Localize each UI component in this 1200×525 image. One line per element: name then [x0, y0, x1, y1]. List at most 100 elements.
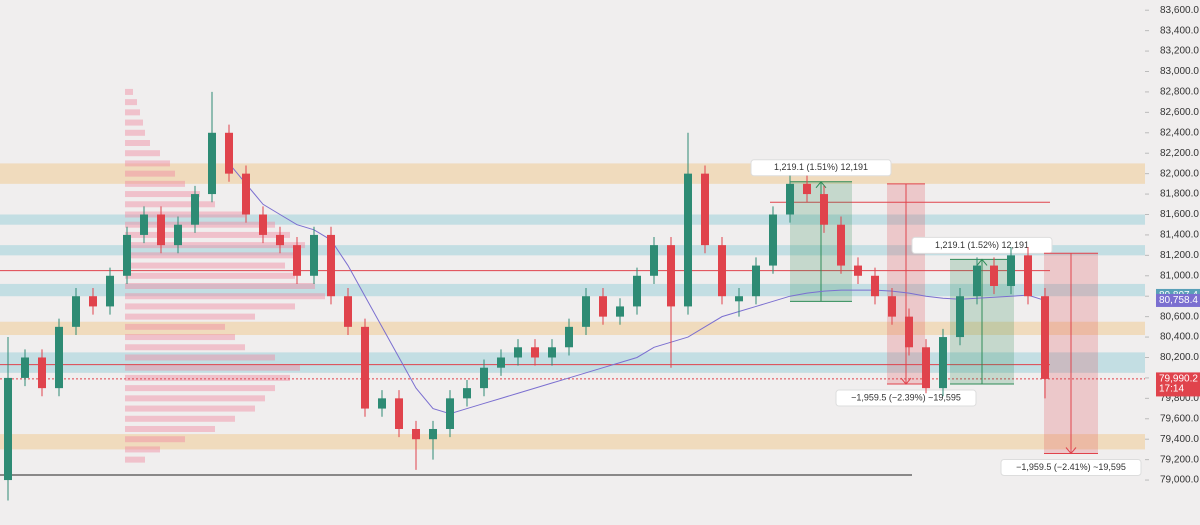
zone — [0, 434, 1145, 450]
measure-label-bg — [835, 389, 977, 407]
candle-body — [514, 347, 522, 358]
candle-body — [344, 296, 352, 327]
candle-body — [803, 183, 811, 195]
y-tick-label: 82,200.0 — [1160, 148, 1199, 159]
candle-body — [1007, 255, 1015, 286]
volume-bar — [125, 293, 325, 300]
y-tick-label: 81,200.0 — [1160, 250, 1199, 261]
volume-bar — [125, 221, 275, 228]
volume-bar — [125, 272, 295, 279]
candle-body — [599, 296, 607, 317]
candle-body — [684, 173, 692, 307]
candle-body — [905, 316, 913, 348]
volume-bar — [125, 191, 200, 198]
volume-bar — [125, 99, 137, 106]
candle-body — [990, 265, 998, 286]
y-tick-label: 79,800.0 — [1160, 393, 1199, 404]
candle-body — [1024, 255, 1032, 297]
volume-bar — [125, 119, 143, 126]
y-tick-label: 79,400.0 — [1160, 434, 1199, 445]
y-tick-label: 80,400.0 — [1160, 332, 1199, 343]
candle-body — [123, 234, 131, 276]
candle-body — [701, 173, 709, 246]
measure-label: −1,959.5 (−2.39%) ~19,595 — [851, 392, 961, 402]
volume-bar — [125, 231, 290, 238]
volume-bar — [125, 282, 315, 289]
volume-bar — [125, 323, 225, 330]
y-tick-label: 81,000.0 — [1160, 270, 1199, 281]
volume-bar — [125, 160, 170, 167]
y-tick-label: 80,200.0 — [1160, 352, 1199, 363]
volume-bar — [125, 313, 255, 320]
candle-body — [208, 132, 216, 195]
candle-body — [922, 347, 930, 389]
candle-body — [667, 245, 675, 307]
volume-bar — [125, 415, 235, 422]
candle-body — [616, 306, 624, 317]
candle-body — [939, 337, 947, 389]
volume-bar — [125, 129, 145, 136]
y-tick-label: 82,600.0 — [1160, 107, 1199, 118]
candle-body — [565, 326, 573, 348]
zone — [0, 214, 1145, 225]
volume-bar — [125, 344, 245, 351]
candle-body — [259, 214, 267, 235]
y-tick-label: 81,400.0 — [1160, 230, 1199, 241]
y-tick-label: 82,400.0 — [1160, 127, 1199, 138]
price-tag-label: 80,758.4 — [1159, 295, 1198, 306]
candle-body — [412, 428, 420, 440]
volume-bar — [125, 262, 285, 269]
y-tick-label: 83,200.0 — [1160, 46, 1199, 57]
candle-body — [293, 245, 301, 276]
measure-label-bg — [911, 236, 1053, 254]
y-tick-label: 79,000.0 — [1160, 475, 1199, 486]
y-tick-label: 80,600.0 — [1160, 311, 1199, 322]
volume-bar — [125, 242, 305, 249]
measure-label: −1,959.5 (−2.41%) ~19,595 — [1016, 462, 1126, 472]
candle-body — [735, 296, 743, 302]
candle-body — [276, 234, 284, 246]
volume-bar — [125, 211, 245, 218]
volume-bar — [125, 150, 160, 157]
price-axis — [1145, 0, 1200, 525]
candle-body — [650, 245, 658, 276]
candle-body — [21, 357, 29, 378]
volume-bar — [125, 303, 295, 310]
candle-body — [242, 173, 250, 215]
candle-body — [38, 357, 46, 389]
volume-bar — [125, 436, 185, 443]
candle-body — [55, 326, 63, 389]
volume-bar — [125, 180, 185, 187]
volume-bar — [125, 364, 300, 371]
candle-body — [72, 296, 80, 327]
volume-bar — [125, 139, 150, 146]
candle-body — [4, 377, 12, 481]
price-tag — [1156, 293, 1200, 307]
volume-bar — [125, 170, 175, 177]
candle-body — [582, 296, 590, 327]
volume-bar — [125, 456, 145, 463]
candle-body — [140, 214, 148, 235]
candle-body — [191, 194, 199, 225]
y-tick-label: 82,800.0 — [1160, 87, 1199, 98]
volume-bar — [125, 354, 275, 361]
volume-bar — [125, 334, 235, 341]
y-tick-label: 82,000.0 — [1160, 168, 1199, 179]
candle-body — [225, 132, 233, 174]
candle-body — [548, 347, 556, 358]
candle-body — [1041, 296, 1049, 379]
price-tag — [1156, 372, 1200, 397]
candle-body — [752, 265, 760, 297]
candle-body — [871, 275, 879, 297]
candle-body — [310, 234, 318, 276]
vwap-line — [228, 163, 1046, 415]
volume-bar — [125, 405, 255, 412]
price-tag-label: 79,990.2 — [1159, 374, 1198, 385]
y-tick-label: 83,600.0 — [1160, 5, 1199, 16]
zone — [0, 352, 1145, 373]
candle-body — [854, 265, 862, 276]
candle-body — [837, 224, 845, 266]
y-tick-label: 81,600.0 — [1160, 209, 1199, 220]
candle-body — [633, 275, 641, 307]
candle-body — [378, 398, 386, 409]
